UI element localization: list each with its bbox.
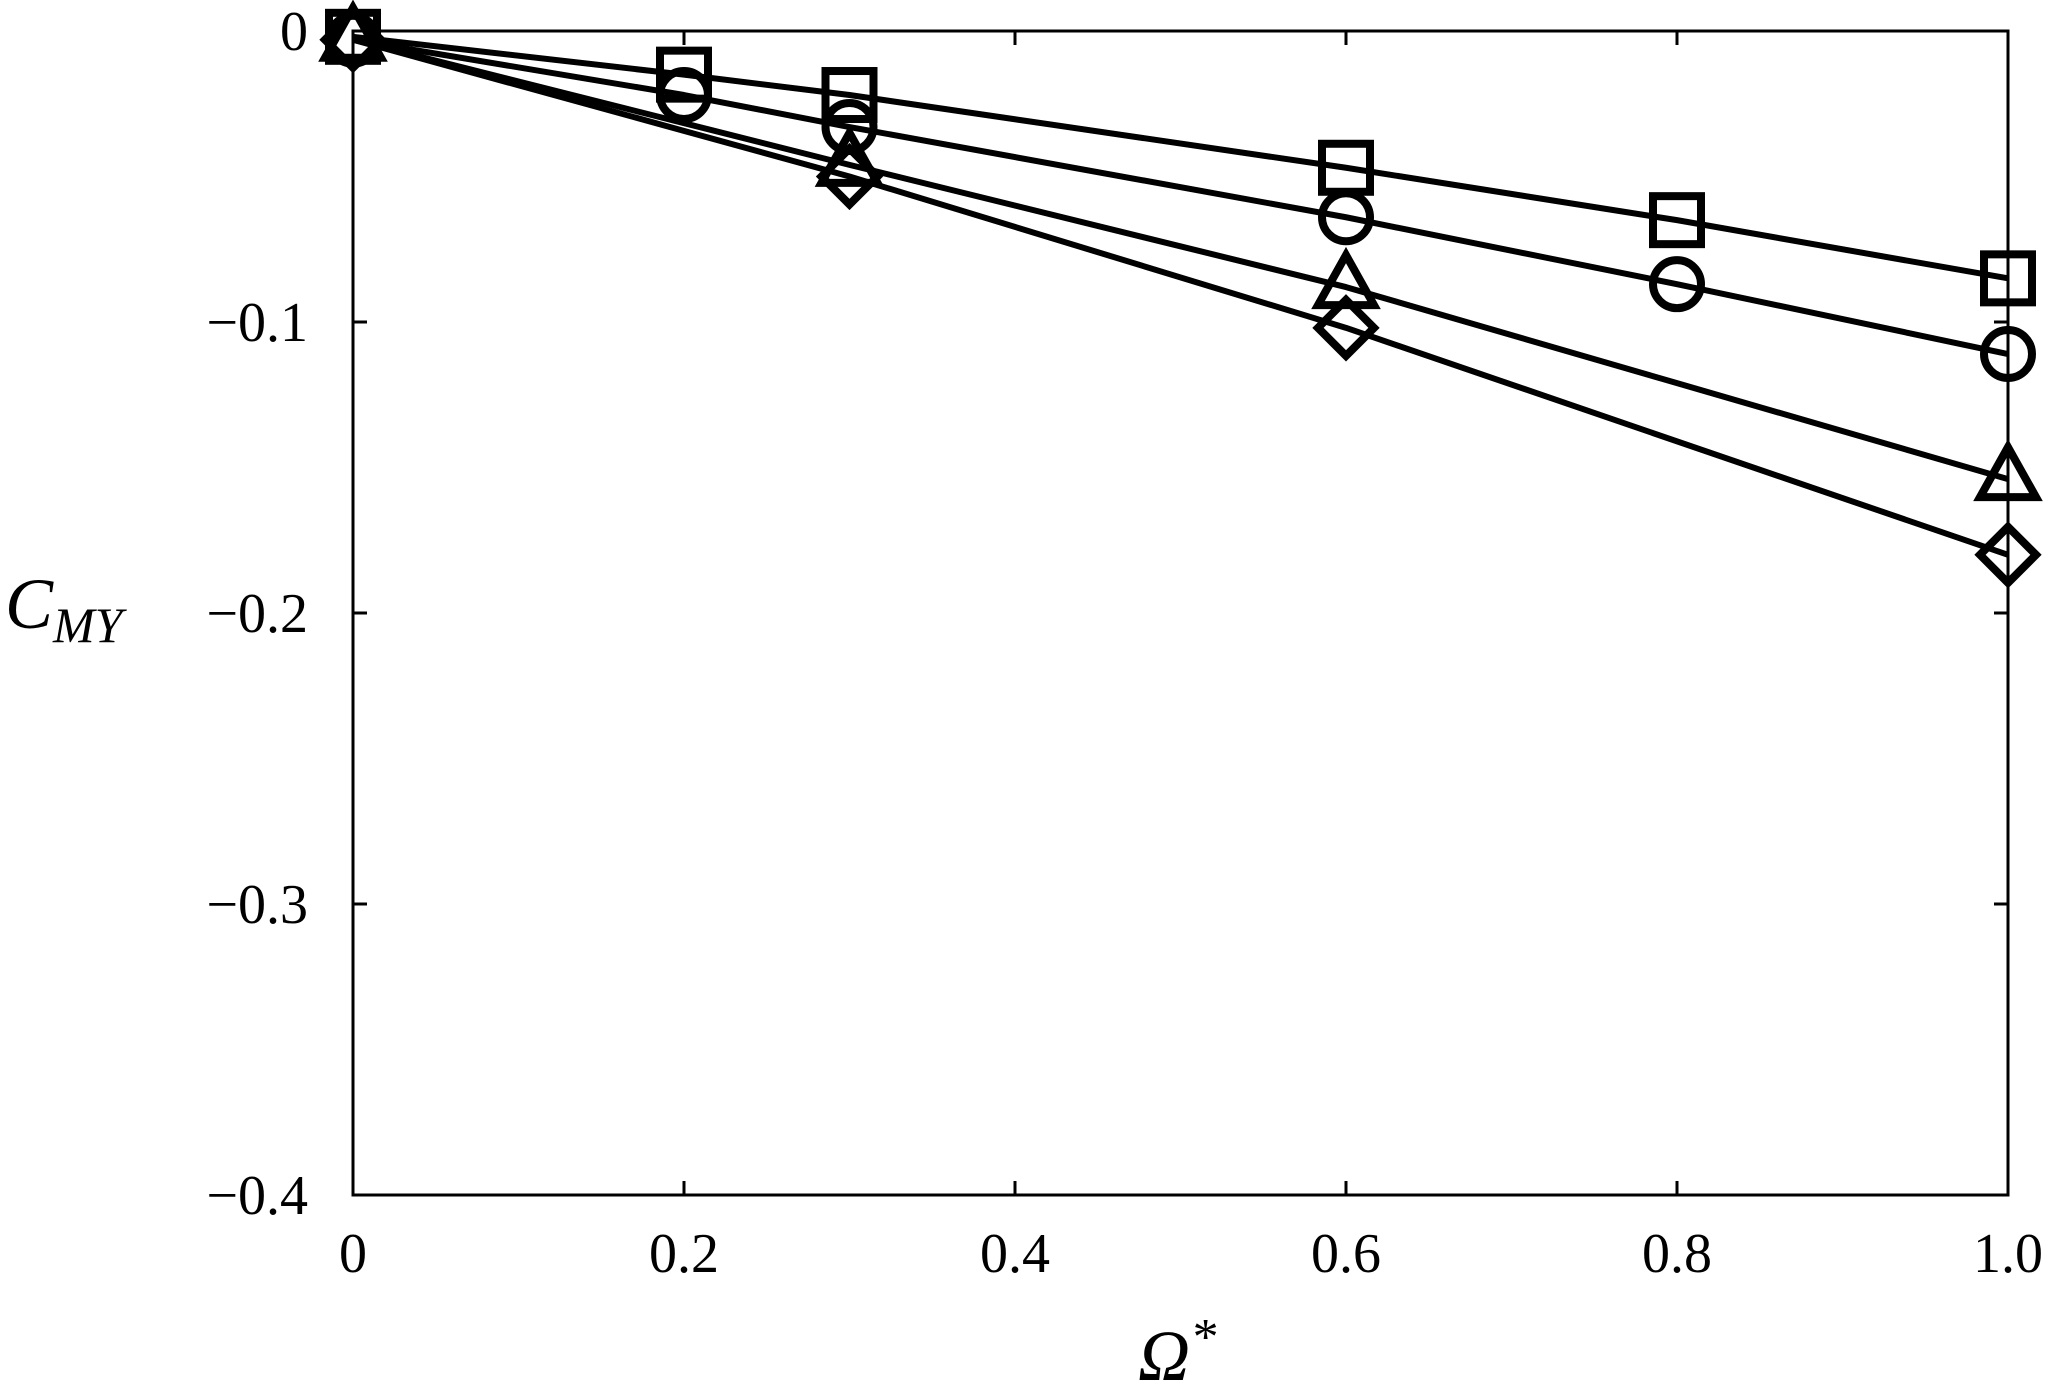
circle-marker [1649, 256, 1705, 313]
series-line-circle [352, 36, 2009, 357]
x-axis-title: Ω* [1138, 1309, 1216, 1396]
series-line-diamond [352, 36, 2009, 558]
tick-labels: 0 0.2 0.4 0.6 0.8 1.0 0 −0.1 −0.2 −0.3 −0.4 [206, 1, 2043, 1285]
square-marker [1980, 250, 2036, 307]
y-tick-label: −0.3 [206, 874, 308, 936]
y-tick-label: −0.2 [206, 583, 308, 645]
diamond-marker [1974, 521, 2042, 589]
x-tick-label: 0.8 [1642, 1223, 1712, 1285]
triangle-marker [318, 0, 388, 62]
series-square [325, 8, 2036, 307]
series-line-triangle [352, 36, 2009, 483]
x-tick-label: 1.0 [1973, 1223, 2043, 1285]
diamond-marker [1312, 294, 1380, 362]
y-tick-label: −0.1 [206, 292, 308, 354]
square-marker [656, 46, 712, 103]
x-axis-title-base: Ω [1138, 1316, 1190, 1396]
y-axis-title-base: C [5, 564, 54, 644]
y-tick-label: 0 [280, 1, 308, 63]
ticks [351, 29, 2010, 1197]
y-tick-label: −0.4 [206, 1165, 308, 1227]
triangle-marker [1973, 438, 2043, 502]
x-tick-label: 0.6 [1311, 1223, 1381, 1285]
square-marker [1649, 192, 1705, 249]
circle-marker [1980, 326, 2036, 383]
series-diamond [319, 6, 2042, 589]
x-tick-label: 0.4 [980, 1223, 1050, 1285]
x-tick-label: 0 [339, 1223, 367, 1285]
y-axis-title: CMY [5, 564, 128, 653]
series-line-square [352, 33, 2009, 282]
x-tick-label: 0.2 [649, 1223, 719, 1285]
square-marker [821, 67, 878, 124]
diamond-marker [319, 6, 387, 74]
plot-frame [351, 29, 2010, 1197]
diamond-marker [815, 142, 884, 211]
y-axis-title-sub: MY [52, 597, 128, 653]
circle-marker [1318, 189, 1374, 246]
series-triangle [318, 0, 2043, 502]
circle-marker [656, 67, 712, 124]
series-circle [325, 11, 2036, 383]
x-axis-title-sup: * [1190, 1309, 1216, 1366]
series-layer [318, 0, 2043, 589]
